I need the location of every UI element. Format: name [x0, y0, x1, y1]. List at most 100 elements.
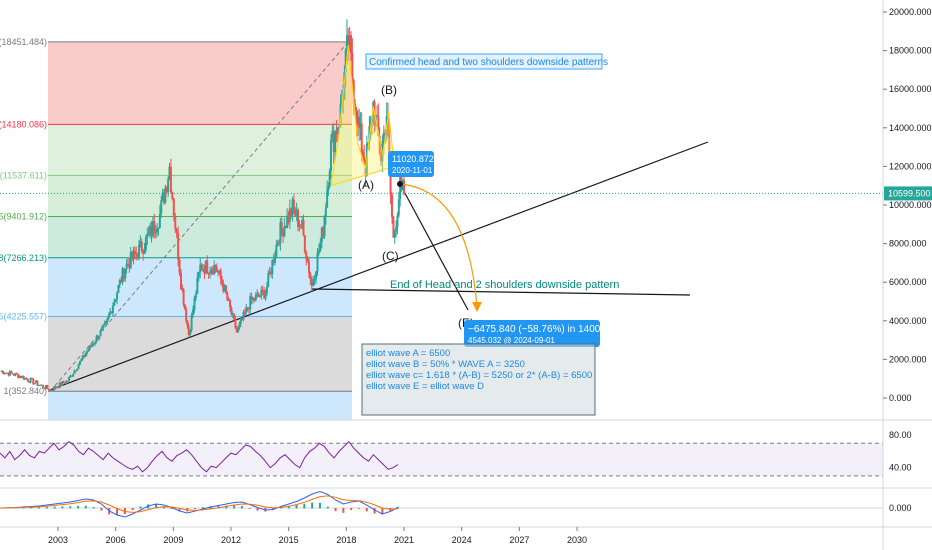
projection-sub: 4545.032 @ 2024-09-01	[468, 336, 555, 345]
candle-body	[263, 290, 266, 299]
candle-body	[21, 376, 24, 378]
candle-body	[332, 131, 335, 152]
candle-body	[260, 289, 263, 297]
candle-body	[303, 235, 306, 253]
candle-body	[40, 384, 43, 386]
candle-body	[271, 260, 274, 275]
candle-body	[15, 373, 18, 375]
candle-body	[196, 277, 199, 295]
candle-body	[234, 319, 237, 329]
candle-body	[118, 280, 121, 285]
candle-body	[143, 250, 146, 254]
candle-body	[132, 250, 135, 260]
candle-body	[249, 296, 252, 310]
candle-body	[379, 153, 382, 162]
candle-body	[312, 281, 315, 286]
candle-body	[193, 297, 196, 310]
candle-body	[256, 293, 259, 295]
candle-body	[111, 305, 114, 314]
candle-body	[307, 261, 310, 274]
candle-body	[334, 131, 337, 152]
candle-body	[85, 351, 88, 355]
candle-body	[113, 301, 116, 306]
candle-body	[242, 312, 245, 320]
macd-line	[0, 490, 399, 518]
candle-body	[172, 198, 175, 216]
candle-body	[25, 377, 28, 379]
candle-body	[59, 382, 62, 386]
candle-body	[192, 309, 195, 315]
candle-body	[110, 311, 113, 314]
candle-body	[389, 160, 392, 195]
candle-body	[69, 375, 72, 378]
candle-body	[65, 380, 68, 384]
projection-box	[464, 320, 600, 347]
candle-body	[241, 319, 244, 321]
fib-label-6: 1(352.840)	[3, 386, 47, 396]
candle-body	[284, 226, 287, 229]
candle-body	[403, 180, 405, 194]
candle-body	[147, 232, 150, 235]
candle-body	[55, 387, 58, 389]
candle-body	[44, 385, 47, 390]
macd-hist-bar	[53, 506, 56, 509]
fib-label-5: 0.786(4225.557)	[0, 311, 47, 321]
candle-body	[13, 374, 16, 376]
candle-body	[51, 390, 54, 392]
candle-body	[206, 260, 209, 274]
candle-body	[80, 359, 83, 361]
candle-body	[316, 253, 319, 272]
candle-body	[219, 270, 222, 280]
candle-body	[37, 384, 40, 386]
macd-hist-bar	[334, 508, 337, 512]
callout-price: 11020.872	[392, 154, 434, 164]
macd-hist-bar	[350, 508, 353, 511]
time-tick-label: 2015	[279, 535, 299, 545]
candle-body	[150, 225, 153, 236]
candle-body	[3, 373, 6, 375]
candle-body	[364, 164, 367, 176]
price-tick-label: 4000.000	[889, 316, 927, 326]
candle-body	[74, 370, 77, 372]
candle-body	[185, 309, 188, 321]
candle-body	[84, 354, 87, 357]
macd-hist-bar	[225, 505, 228, 509]
candle-body	[295, 209, 298, 217]
candle-body	[125, 263, 128, 269]
candle-body	[335, 131, 338, 135]
candle-body	[218, 270, 221, 273]
macd-hist-bar	[373, 508, 376, 514]
candle-body	[215, 267, 218, 272]
macd-hist-bar	[381, 508, 384, 515]
time-tick-label: 2024	[452, 535, 472, 545]
candle-body	[267, 273, 270, 287]
candle-body	[231, 314, 234, 316]
macd-tick-label: 0.000	[889, 503, 912, 513]
candle-body	[286, 215, 289, 229]
macd-hist-bar	[69, 506, 72, 509]
candle-body	[164, 187, 167, 203]
candle-body	[107, 315, 110, 319]
candle-body	[301, 220, 304, 228]
candle-body	[142, 251, 145, 254]
candle-body	[351, 53, 354, 81]
candle-body	[217, 271, 220, 273]
candle-body	[356, 116, 359, 125]
candle-body	[53, 386, 56, 391]
candle-body	[235, 328, 238, 333]
candle-body	[186, 320, 189, 326]
candle-body	[372, 101, 375, 123]
projection-arc	[399, 183, 478, 309]
candle-body	[149, 225, 152, 233]
candle-body	[2, 370, 5, 374]
candle-body	[363, 156, 366, 165]
macd-hist-bar	[342, 508, 345, 513]
candle-body	[230, 307, 233, 315]
candle-body	[127, 263, 130, 265]
macd-hist-bar	[45, 506, 48, 509]
time-tick-label: 2012	[221, 535, 241, 545]
end-pattern-label: End of Head and 2 shoulders downside pat…	[390, 279, 619, 291]
candle-body	[299, 225, 302, 228]
candle-body	[306, 258, 309, 262]
candle-body	[352, 80, 355, 105]
